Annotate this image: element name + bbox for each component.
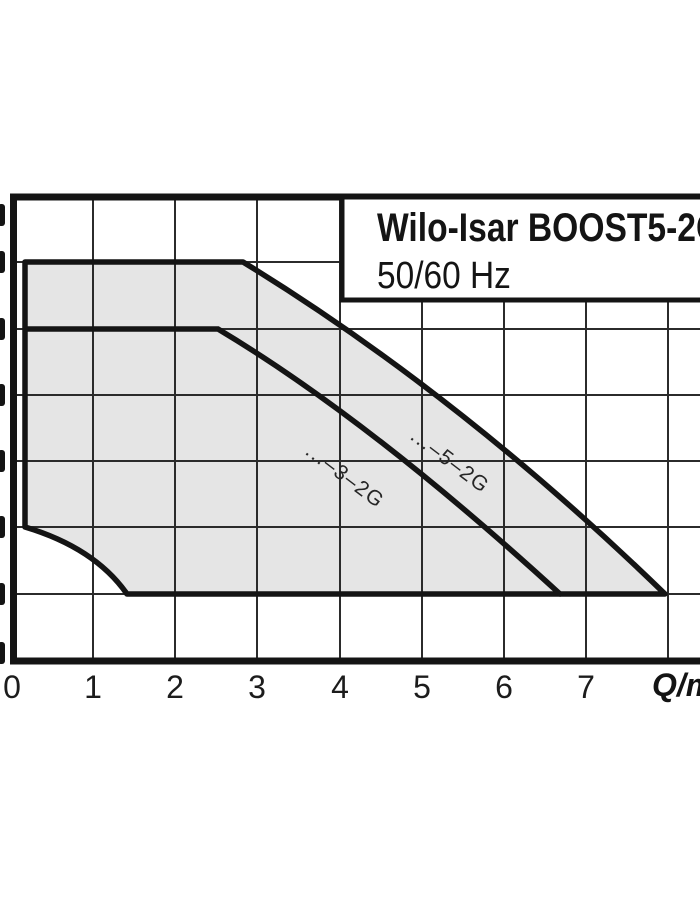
title-box: [339, 194, 700, 303]
x-axis-tick-1: 1: [84, 669, 102, 705]
y-axis-label-fragments: [0, 204, 5, 664]
chart-title: Wilo-Isar BOOST5-2G: [377, 206, 700, 250]
x-axis-tick-4: 4: [331, 669, 349, 705]
x-axis-unit-label: Q/m³/h: [652, 667, 700, 703]
x-axis-tick-7: 7: [577, 669, 595, 705]
curve-5-2g-envelope-boundary: [22, 259, 668, 597]
operating-envelope-fill: [25, 262, 665, 594]
x-axis-tick-0: 0: [3, 669, 21, 705]
x-axis-tick-2: 2: [166, 669, 184, 705]
curve-3-2g: [22, 326, 563, 597]
x-axis-tick-6: 6: [495, 669, 513, 705]
x-axis-tick-5: 5: [413, 669, 431, 705]
x-axis-tick-3: 3: [248, 669, 266, 705]
chart-subtitle: 50/60 Hz: [377, 255, 511, 297]
